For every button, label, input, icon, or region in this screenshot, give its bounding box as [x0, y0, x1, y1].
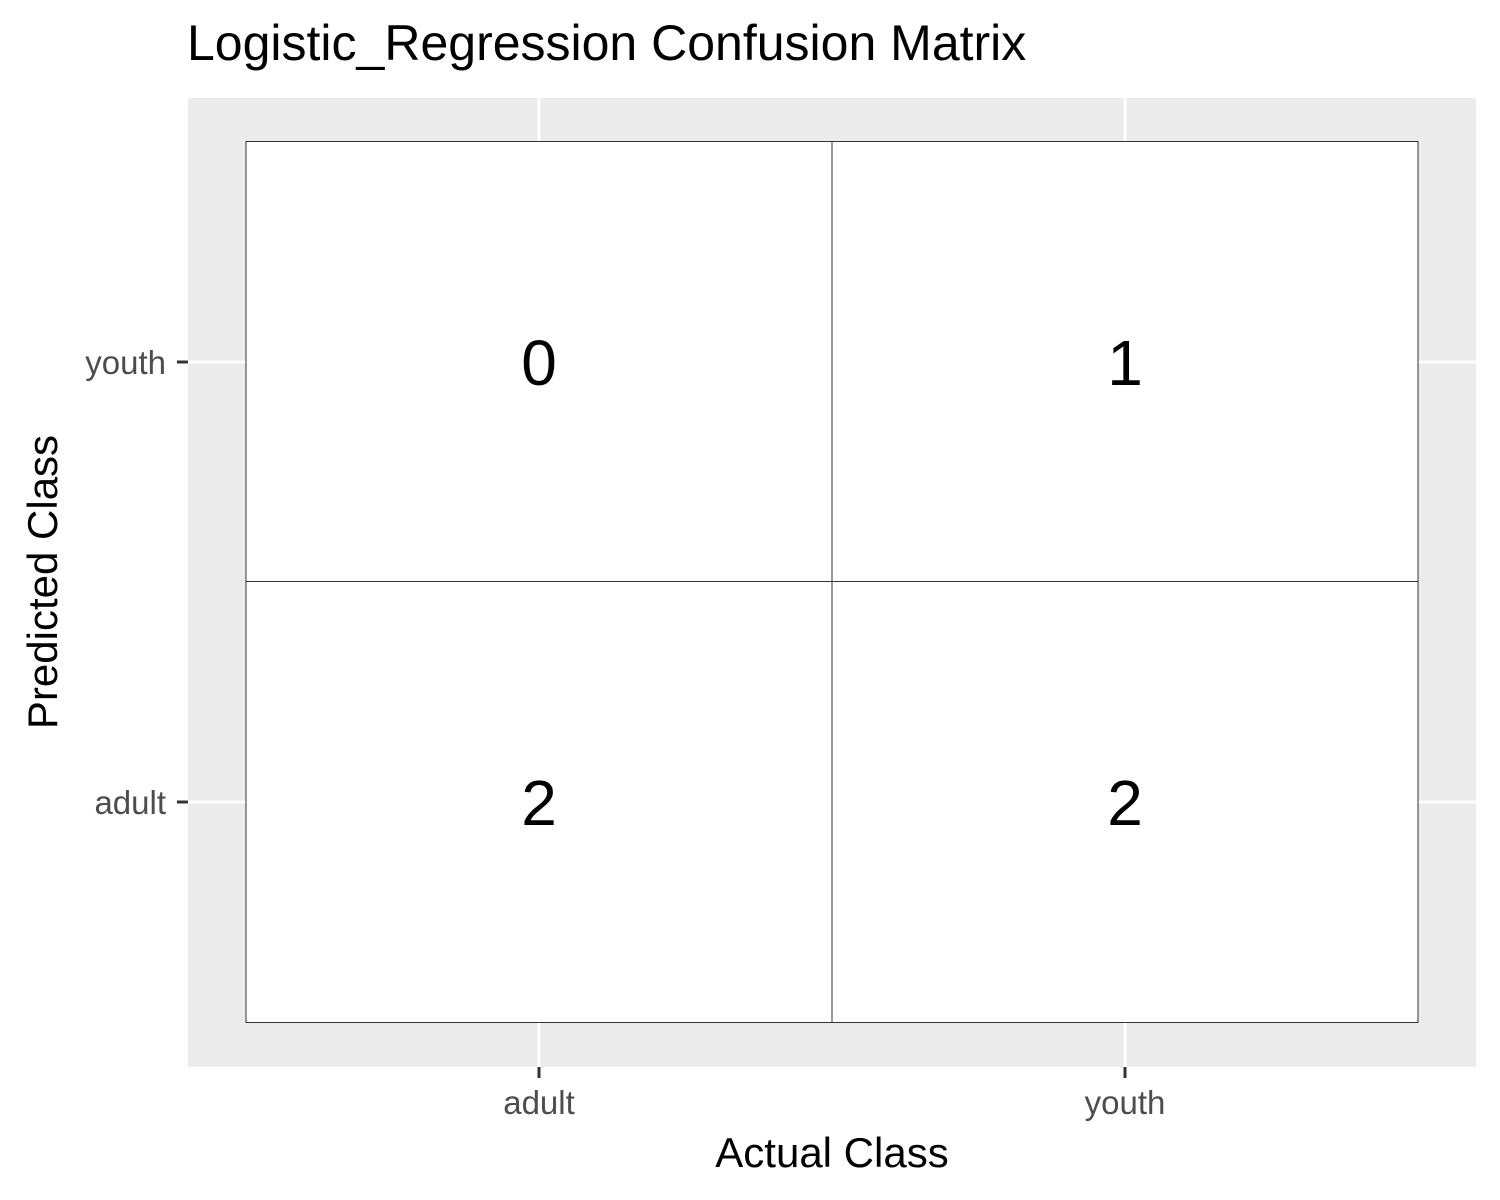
- axes: adult youth adult youth: [85, 344, 1165, 1121]
- cell-value-actual-youth-predicted-adult: 2: [1107, 767, 1143, 839]
- tile-actual-youth-predicted-youth: [831, 141, 1419, 583]
- x-axis-title: Actual Class: [715, 1129, 948, 1176]
- tile-actual-youth-predicted-adult: [831, 581, 1419, 1023]
- cell-value-actual-adult-predicted-adult: 2: [521, 767, 557, 839]
- tile-actual-adult-predicted-youth: [245, 141, 833, 583]
- y-axis-title: Predicted Class: [19, 435, 66, 729]
- x-tick-label-youth: youth: [1085, 1084, 1166, 1121]
- tile-actual-adult-predicted-adult: [245, 581, 833, 1023]
- cell-value-actual-youth-predicted-youth: 1: [1107, 327, 1143, 399]
- tiles: 0 1 2 2: [245, 141, 1419, 1023]
- cell-value-actual-adult-predicted-youth: 0: [521, 327, 557, 399]
- y-tick-label-adult: adult: [94, 784, 166, 821]
- x-tick-label-adult: adult: [503, 1084, 575, 1121]
- y-tick-label-youth: youth: [85, 344, 166, 381]
- chart-title: Logistic_Regression Confusion Matrix: [187, 15, 1027, 71]
